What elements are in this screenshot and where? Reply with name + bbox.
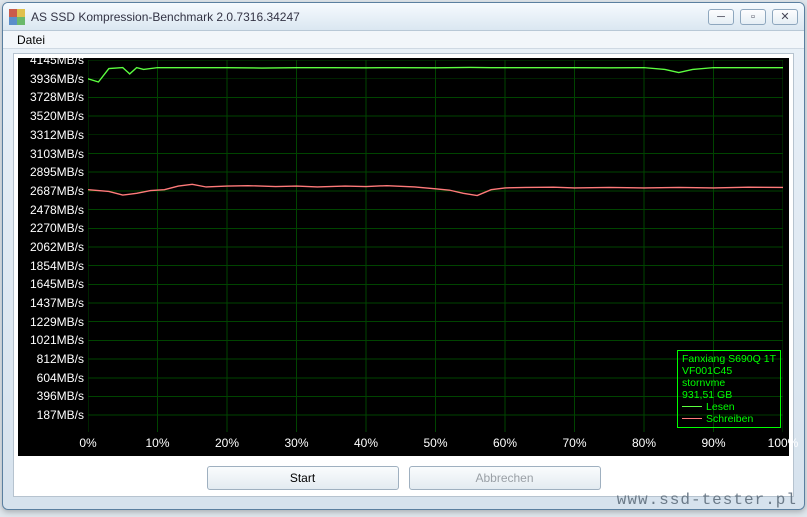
legend-info-line: stornvme [682, 377, 776, 389]
window-controls: ─ ▫ ✕ [708, 9, 798, 25]
window-title: AS SSD Kompression-Benchmark 2.0.7316.34… [31, 10, 708, 24]
y-tick-label: 2895MB/s [30, 165, 84, 179]
y-tick-label: 396MB/s [37, 389, 84, 403]
y-tick-label: 3936MB/s [30, 72, 84, 86]
titlebar[interactable]: AS SSD Kompression-Benchmark 2.0.7316.34… [3, 3, 804, 31]
cancel-button: Abbrechen [409, 466, 601, 490]
y-tick-label: 2687MB/s [30, 184, 84, 198]
x-axis-labels: 0%10%20%30%40%50%60%70%80%90%100% [88, 436, 783, 452]
y-tick-label: 3520MB/s [30, 109, 84, 123]
y-tick-label: 1645MB/s [30, 277, 84, 291]
legend-series-row: Schreiben [682, 413, 776, 425]
app-icon [9, 9, 25, 25]
x-tick-label: 40% [354, 436, 378, 450]
x-tick-label: 60% [493, 436, 517, 450]
x-tick-label: 70% [562, 436, 586, 450]
watermark: www.ssd-tester.pl [617, 491, 797, 509]
legend-info-line: Fanxiang S690Q 1T [682, 353, 776, 365]
y-tick-label: 4145MB/s [30, 53, 84, 67]
x-tick-label: 90% [701, 436, 725, 450]
y-tick-label: 2062MB/s [30, 240, 84, 254]
menu-file[interactable]: Datei [17, 33, 45, 47]
x-tick-label: 20% [215, 436, 239, 450]
y-tick-label: 2270MB/s [30, 221, 84, 235]
y-tick-label: 1854MB/s [30, 259, 84, 273]
legend-series-row: Lesen [682, 401, 776, 413]
legend-color-line [682, 406, 702, 407]
y-tick-label: 604MB/s [37, 371, 84, 385]
minimize-button[interactable]: ─ [708, 9, 734, 25]
y-tick-label: 1229MB/s [30, 315, 84, 329]
y-axis-labels: 187MB/s 396MB/s 604MB/s 812MB/s 1021MB/s 1229… [20, 60, 88, 432]
legend-series-label: Schreiben [706, 413, 753, 425]
y-tick-label: 3728MB/s [30, 90, 84, 104]
y-tick-label: 3103MB/s [30, 147, 84, 161]
close-button[interactable]: ✕ [772, 9, 798, 25]
y-tick-label: 187MB/s [37, 408, 84, 422]
x-tick-label: 50% [423, 436, 447, 450]
x-tick-label: 10% [145, 436, 169, 450]
legend-info-line: VF001C45 [682, 365, 776, 377]
x-tick-label: 30% [284, 436, 308, 450]
y-tick-label: 2478MB/s [30, 203, 84, 217]
y-tick-label: 1021MB/s [30, 333, 84, 347]
x-tick-label: 0% [79, 436, 96, 450]
y-tick-label: 812MB/s [37, 352, 84, 366]
menubar: Datei [3, 31, 804, 49]
client-area: 187MB/s 396MB/s 604MB/s 812MB/s 1021MB/s 1229… [13, 53, 794, 497]
y-tick-label: 3312MB/s [30, 128, 84, 142]
maximize-button[interactable]: ▫ [740, 9, 766, 25]
legend-box: Fanxiang S690Q 1TVF001C45stornvme931,51 … [677, 350, 781, 428]
legend-series-label: Lesen [706, 401, 735, 413]
application-window: AS SSD Kompression-Benchmark 2.0.7316.34… [2, 2, 805, 510]
start-button[interactable]: Start [207, 466, 399, 490]
compression-chart: 187MB/s 396MB/s 604MB/s 812MB/s 1021MB/s 1229… [18, 58, 789, 456]
legend-color-line [682, 418, 702, 419]
x-tick-label: 80% [632, 436, 656, 450]
x-tick-label: 100% [768, 436, 799, 450]
button-bar: Start Abbrechen [14, 466, 793, 490]
y-tick-label: 1437MB/s [30, 296, 84, 310]
legend-info-line: 931,51 GB [682, 389, 776, 401]
